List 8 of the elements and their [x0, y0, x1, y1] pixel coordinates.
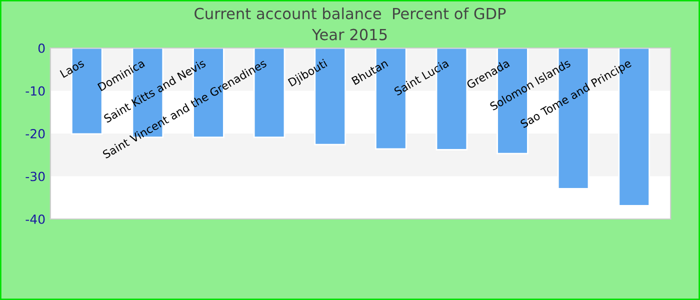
- chart-title: Current account balance Percent of GDP: [194, 8, 506, 20]
- y-tick-label: -10: [26, 86, 45, 96]
- y-tick-label: -40: [26, 214, 45, 224]
- y-tick-label: 0: [38, 43, 45, 53]
- x-tick-label: Laos: [60, 58, 85, 78]
- y-tick-label: -30: [26, 172, 45, 182]
- y-tick-label: -20: [26, 128, 45, 138]
- chart-subtitle: Year 2015: [312, 28, 387, 40]
